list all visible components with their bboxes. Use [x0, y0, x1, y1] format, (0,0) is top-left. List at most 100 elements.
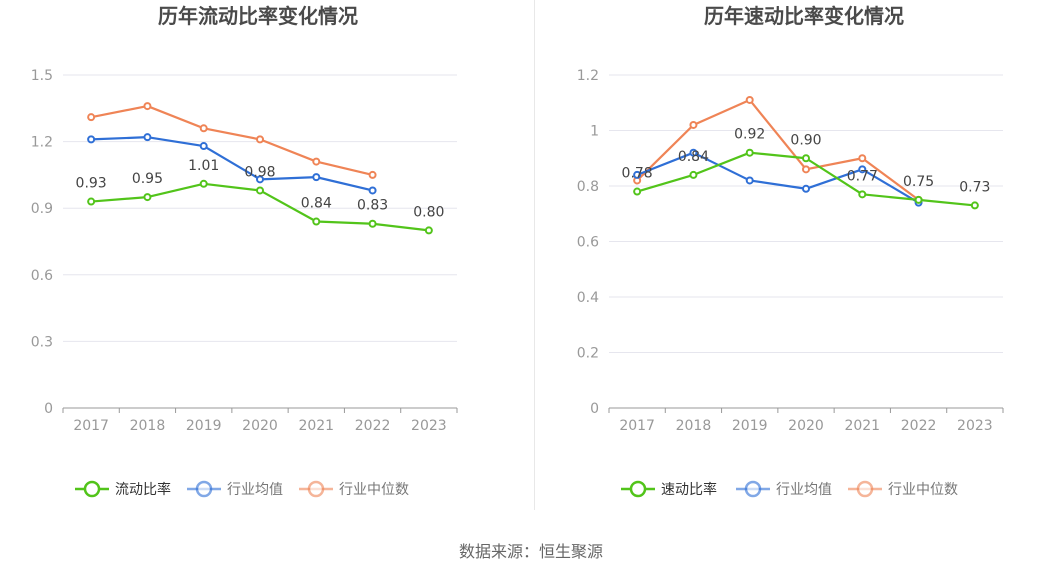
data-label: 0.73	[959, 179, 990, 195]
x-tick-label: 2022	[355, 418, 391, 434]
data-point[interactable]	[368, 186, 377, 195]
legend-item[interactable]: 行业均值	[187, 480, 283, 498]
legend-marker-icon	[856, 480, 874, 498]
legend-label: 行业均值	[776, 482, 832, 498]
legend-marker-icon	[83, 480, 101, 498]
data-label: 0.92	[734, 127, 765, 143]
chart-divider	[534, 0, 535, 510]
x-tick-label: 2017	[73, 418, 109, 434]
legend-marker-icon	[307, 480, 325, 498]
data-point[interactable]	[858, 165, 867, 174]
y-tick-label: 1.2	[577, 68, 599, 84]
y-tick-label: 0.9	[31, 201, 53, 217]
data-point[interactable]	[87, 113, 96, 122]
x-tick-label: 2018	[676, 418, 712, 434]
legend-label: 流动比率	[115, 481, 171, 498]
x-tick-label: 2020	[242, 418, 278, 434]
data-point[interactable]	[368, 219, 377, 228]
y-tick-label: 0	[590, 401, 599, 417]
y-tick-label: 0.2	[577, 346, 599, 362]
data-label: 0.80	[413, 204, 444, 220]
data-point[interactable]	[689, 120, 698, 129]
series-line-industry-mean	[636, 151, 920, 204]
quick-ratio-chart: 历年速动比率变化情况 0 0.2 0.4 0.6 0.8 1 1.2 2017 2018 2019 2…	[546, 0, 1062, 520]
legend-item[interactable]: 行业中位数	[848, 480, 958, 498]
data-point[interactable]	[143, 193, 152, 202]
series-line-industry-median	[90, 104, 373, 176]
chart-title: 历年速动比率变化情况	[704, 4, 904, 28]
data-point[interactable]	[689, 170, 698, 179]
data-point[interactable]	[858, 190, 867, 199]
x-tick-label: 2023	[411, 418, 447, 434]
legend-label: 行业均值	[227, 482, 283, 498]
x-tick-label: 2021	[298, 418, 334, 434]
x-tick-label: 2017	[619, 418, 655, 434]
x-tick-label: 2020	[788, 418, 824, 434]
y-tick-label: 0.3	[31, 334, 53, 350]
data-point[interactable]	[970, 201, 979, 210]
data-point[interactable]	[858, 154, 867, 163]
y-tick-label: 0	[44, 401, 53, 417]
data-point[interactable]	[689, 148, 698, 157]
x-tick-label: 2018	[130, 418, 166, 434]
legend-marker-icon	[629, 480, 647, 498]
data-point[interactable]	[312, 157, 321, 166]
data-point[interactable]	[143, 133, 152, 142]
data-label: 1.01	[188, 158, 219, 174]
legend-marker-icon	[744, 480, 762, 498]
legend-label: 速动比率	[661, 481, 717, 498]
y-tick-label: 0.6	[31, 268, 53, 284]
data-label: 0.77	[847, 168, 878, 184]
data-point[interactable]	[368, 170, 377, 179]
y-tick-label: 1.2	[31, 135, 53, 151]
data-point[interactable]	[745, 95, 754, 104]
chart-svg: 历年流动比率变化情况 0 0.3 0.6 0.9 1.2 1.5 2017 2018 2019 20…	[31, 4, 458, 498]
data-label: 0.84	[301, 196, 332, 212]
chart-title: 历年流动比率变化情况	[158, 4, 358, 28]
data-point[interactable]	[256, 135, 264, 144]
data-point[interactable]	[199, 142, 208, 151]
data-point[interactable]	[424, 226, 433, 235]
data-point[interactable]	[633, 170, 642, 179]
data-label: 0.98	[244, 164, 275, 180]
data-point[interactable]	[802, 154, 810, 163]
x-tick-label: 2022	[901, 418, 937, 434]
legend-item[interactable]: 速动比率	[621, 480, 717, 498]
chart-svg: 历年速动比率变化情况 0 0.2 0.4 0.6 0.8 1 1.2 2017 2018 2019 2…	[577, 4, 1004, 498]
legend-item[interactable]: 流动比率	[75, 480, 171, 498]
y-tick-label: 0.8	[577, 179, 599, 195]
data-point[interactable]	[802, 165, 810, 174]
x-tick-label: 2021	[844, 418, 880, 434]
data-point[interactable]	[802, 184, 810, 193]
data-point[interactable]	[633, 187, 642, 196]
legend-item[interactable]: 行业中位数	[299, 480, 409, 498]
data-source-note: 数据来源：恒生聚源	[458, 542, 603, 561]
data-point[interactable]	[87, 197, 96, 206]
data-label: 0.83	[357, 198, 388, 214]
data-point[interactable]	[312, 217, 321, 226]
data-point[interactable]	[143, 102, 152, 111]
x-tick-label: 2019	[186, 418, 222, 434]
data-label: 0.93	[76, 176, 107, 192]
data-point[interactable]	[312, 173, 321, 182]
data-point[interactable]	[256, 175, 264, 184]
data-point[interactable]	[745, 148, 754, 157]
y-tick-label: 0.6	[577, 235, 599, 251]
data-point[interactable]	[745, 176, 754, 185]
x-tick-label: 2023	[957, 418, 993, 434]
legend-item[interactable]: 行业均值	[736, 480, 832, 498]
data-label: 0.75	[903, 174, 934, 190]
data-point[interactable]	[199, 179, 208, 188]
data-point[interactable]	[914, 195, 923, 204]
series-line-industry-median	[636, 98, 920, 201]
y-tick-label: 1.5	[31, 68, 53, 84]
data-label: 0.78	[622, 166, 653, 182]
data-label: 0.95	[132, 171, 163, 187]
data-point[interactable]	[87, 135, 96, 144]
data-point[interactable]	[256, 186, 264, 195]
x-tick-label: 2019	[732, 418, 768, 434]
series-line-industry-mean	[91, 136, 373, 192]
data-point[interactable]	[199, 124, 208, 133]
data-label: 0.84	[678, 149, 709, 165]
y-tick-label: 1	[590, 124, 599, 140]
